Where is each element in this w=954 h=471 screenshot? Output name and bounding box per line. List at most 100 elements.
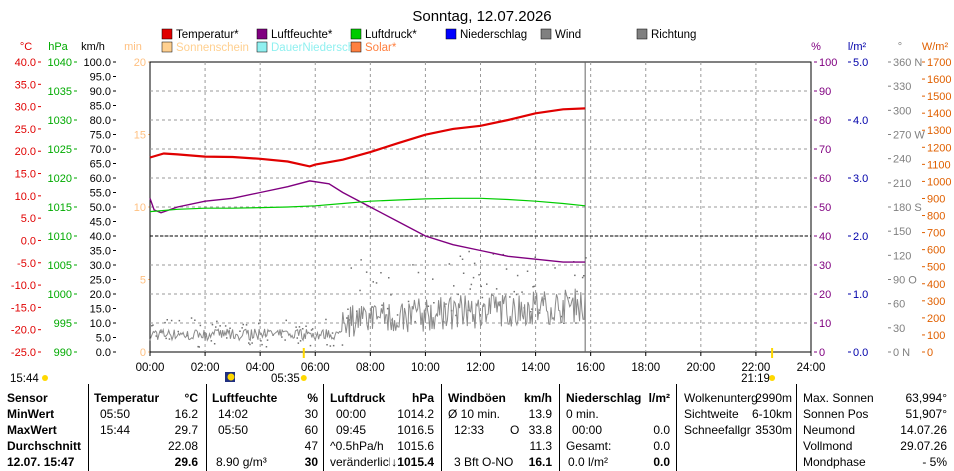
- wind-gust-dot: [297, 342, 300, 344]
- wind-gust-dot: [249, 343, 251, 346]
- wind-gust-dot: [309, 344, 312, 347]
- wind-gust-dot: [302, 328, 304, 330]
- axis-tick-label: 5: [140, 275, 146, 287]
- pressure-now-wrap: ↓1015.4: [391, 454, 434, 470]
- x-tick-label: 16:00: [576, 362, 605, 374]
- legend-label: Richtung: [651, 29, 696, 41]
- wind-gust-dot: [332, 344, 335, 347]
- axis-tick-label: 95.0: [90, 72, 111, 84]
- axis-tick-label: 150: [893, 226, 911, 238]
- axis-tick-label: 35.0: [15, 79, 36, 91]
- wind-gust-dot: [455, 314, 457, 317]
- wind-gust-dot: [530, 311, 532, 313]
- wind-gust-dot: [350, 267, 352, 269]
- x-axis: 00:00 02:00 04:00 06:00 08:00 10:00 12:00 14:00…: [136, 352, 825, 374]
- wind-gust-dot: [445, 303, 447, 305]
- axis-tick-label: 180 S: [893, 202, 922, 214]
- wind-gust-dot: [533, 285, 535, 288]
- humidity-avg: 47: [304, 439, 318, 453]
- axis-unit: hPa: [48, 41, 68, 53]
- sun-max-value: 63,994°: [905, 391, 947, 405]
- precip-head: Niederschlag: [566, 391, 642, 405]
- pressure-arrow-icon: ↓: [391, 455, 398, 469]
- axis-tick-label: 15.0: [15, 169, 36, 181]
- wind-gust-dot: [407, 300, 410, 303]
- axis-tick-label: 0.0: [96, 347, 111, 359]
- legend-label: Luftfeuchte*: [271, 29, 333, 41]
- wind-gust-dot: [371, 306, 373, 308]
- wind-gust-dot: [585, 257, 587, 259]
- wind-gust-dot: [331, 332, 334, 334]
- axis-tick-label: 1400: [927, 108, 951, 120]
- axis-tick-label: 0 N: [893, 347, 910, 359]
- axis-tick-label: 1100: [927, 159, 951, 171]
- wind-gust-dot: [470, 283, 473, 286]
- axis-tick-label: 1200: [927, 142, 951, 154]
- axis-tick-label: 800: [927, 211, 945, 223]
- axis-tick-label: 600: [927, 245, 945, 257]
- wind-gust-dot: [259, 319, 261, 321]
- wind-gust-dot: [433, 302, 435, 304]
- axis-tick-label: 60: [819, 173, 831, 185]
- pressure-min: 1014.2: [397, 407, 434, 421]
- axis-tick-label: 25.0: [90, 275, 111, 287]
- x-tick-label: 06:00: [301, 362, 330, 374]
- wind-gust-dot: [326, 344, 328, 346]
- axis-tick-label: 100.0: [83, 57, 111, 69]
- humidity-max: 60: [304, 423, 318, 437]
- axis-tick-label: 1005: [48, 260, 72, 272]
- axis-tick-label: 1300: [927, 125, 951, 137]
- gusts-avg10: 13.9: [528, 407, 552, 421]
- wind-gust-dot: [215, 326, 217, 328]
- wind-gust-dot: [481, 296, 484, 299]
- axis-tick-label: 60.0: [90, 173, 111, 185]
- pressure-state: veränderlich: [330, 455, 390, 469]
- axis-tick-label: 85.0: [90, 101, 111, 113]
- axis-tick-label: 1.0: [853, 289, 868, 301]
- wind-gust-dot: [459, 255, 462, 257]
- axis-tick-label: 210: [893, 178, 911, 190]
- wind-gust-dot: [478, 274, 480, 276]
- wind-gust-dot: [472, 276, 475, 279]
- axis-tick-label: 15: [134, 130, 146, 142]
- wind-gust-dot: [299, 340, 302, 342]
- wind-gust-dot: [532, 286, 534, 288]
- axis-tick-label: 990: [54, 347, 72, 359]
- sensor-avg-label: Durchschnitt: [7, 439, 82, 453]
- axis-tick-label: 40.0: [90, 231, 111, 243]
- axis-tick-label: 40: [819, 231, 831, 243]
- humidity-abs: 8.90 g/m³: [216, 455, 267, 469]
- wind-gust-dot: [531, 308, 533, 310]
- x-tick-label: 22:00: [742, 362, 771, 374]
- pressure-head: Luftdruck: [330, 391, 386, 405]
- wind-gust-dot: [576, 290, 578, 293]
- x-tick-label: 10:00: [411, 362, 440, 374]
- wind-gust-dot: [480, 285, 482, 288]
- axis-tick-label: 20.0: [90, 289, 111, 301]
- wind-gust-dot: [245, 324, 248, 326]
- axis-tick-label: 2.0: [853, 231, 868, 243]
- axis-unit: %: [811, 41, 821, 53]
- axis-tick-label: 45.0: [90, 217, 111, 229]
- wind-gust-dot: [152, 324, 154, 326]
- legend-label: Luftdruck*: [365, 29, 417, 41]
- wind-gust-dot: [194, 319, 196, 321]
- axis-tick-label: 0: [140, 347, 146, 359]
- wind-gust-dot: [265, 346, 268, 348]
- wind-gust-dot: [380, 272, 382, 274]
- pressure-min-time: 00:00: [336, 407, 367, 421]
- x-tick-label: 08:00: [356, 362, 385, 374]
- wind-gust-dot: [538, 312, 541, 314]
- humidity-min-time: 14:02: [218, 407, 249, 421]
- sunrise-label: 05:35: [271, 373, 300, 384]
- axis-tick-label: 1000: [48, 289, 72, 301]
- axis-tick-label: -10.0: [11, 280, 36, 292]
- wind-gust-dot: [260, 340, 262, 342]
- axis-tick-label: 5.0: [21, 213, 36, 225]
- axis-tick-label: -25.0: [11, 347, 36, 359]
- wind-gust-dot: [177, 330, 179, 333]
- cloudbase-label: Wolkenunterg: [684, 391, 758, 405]
- gusts-bft: 3 Bft O-NO: [454, 455, 514, 469]
- wind-gust-dot: [284, 339, 286, 341]
- wind-gust-dot: [216, 320, 218, 323]
